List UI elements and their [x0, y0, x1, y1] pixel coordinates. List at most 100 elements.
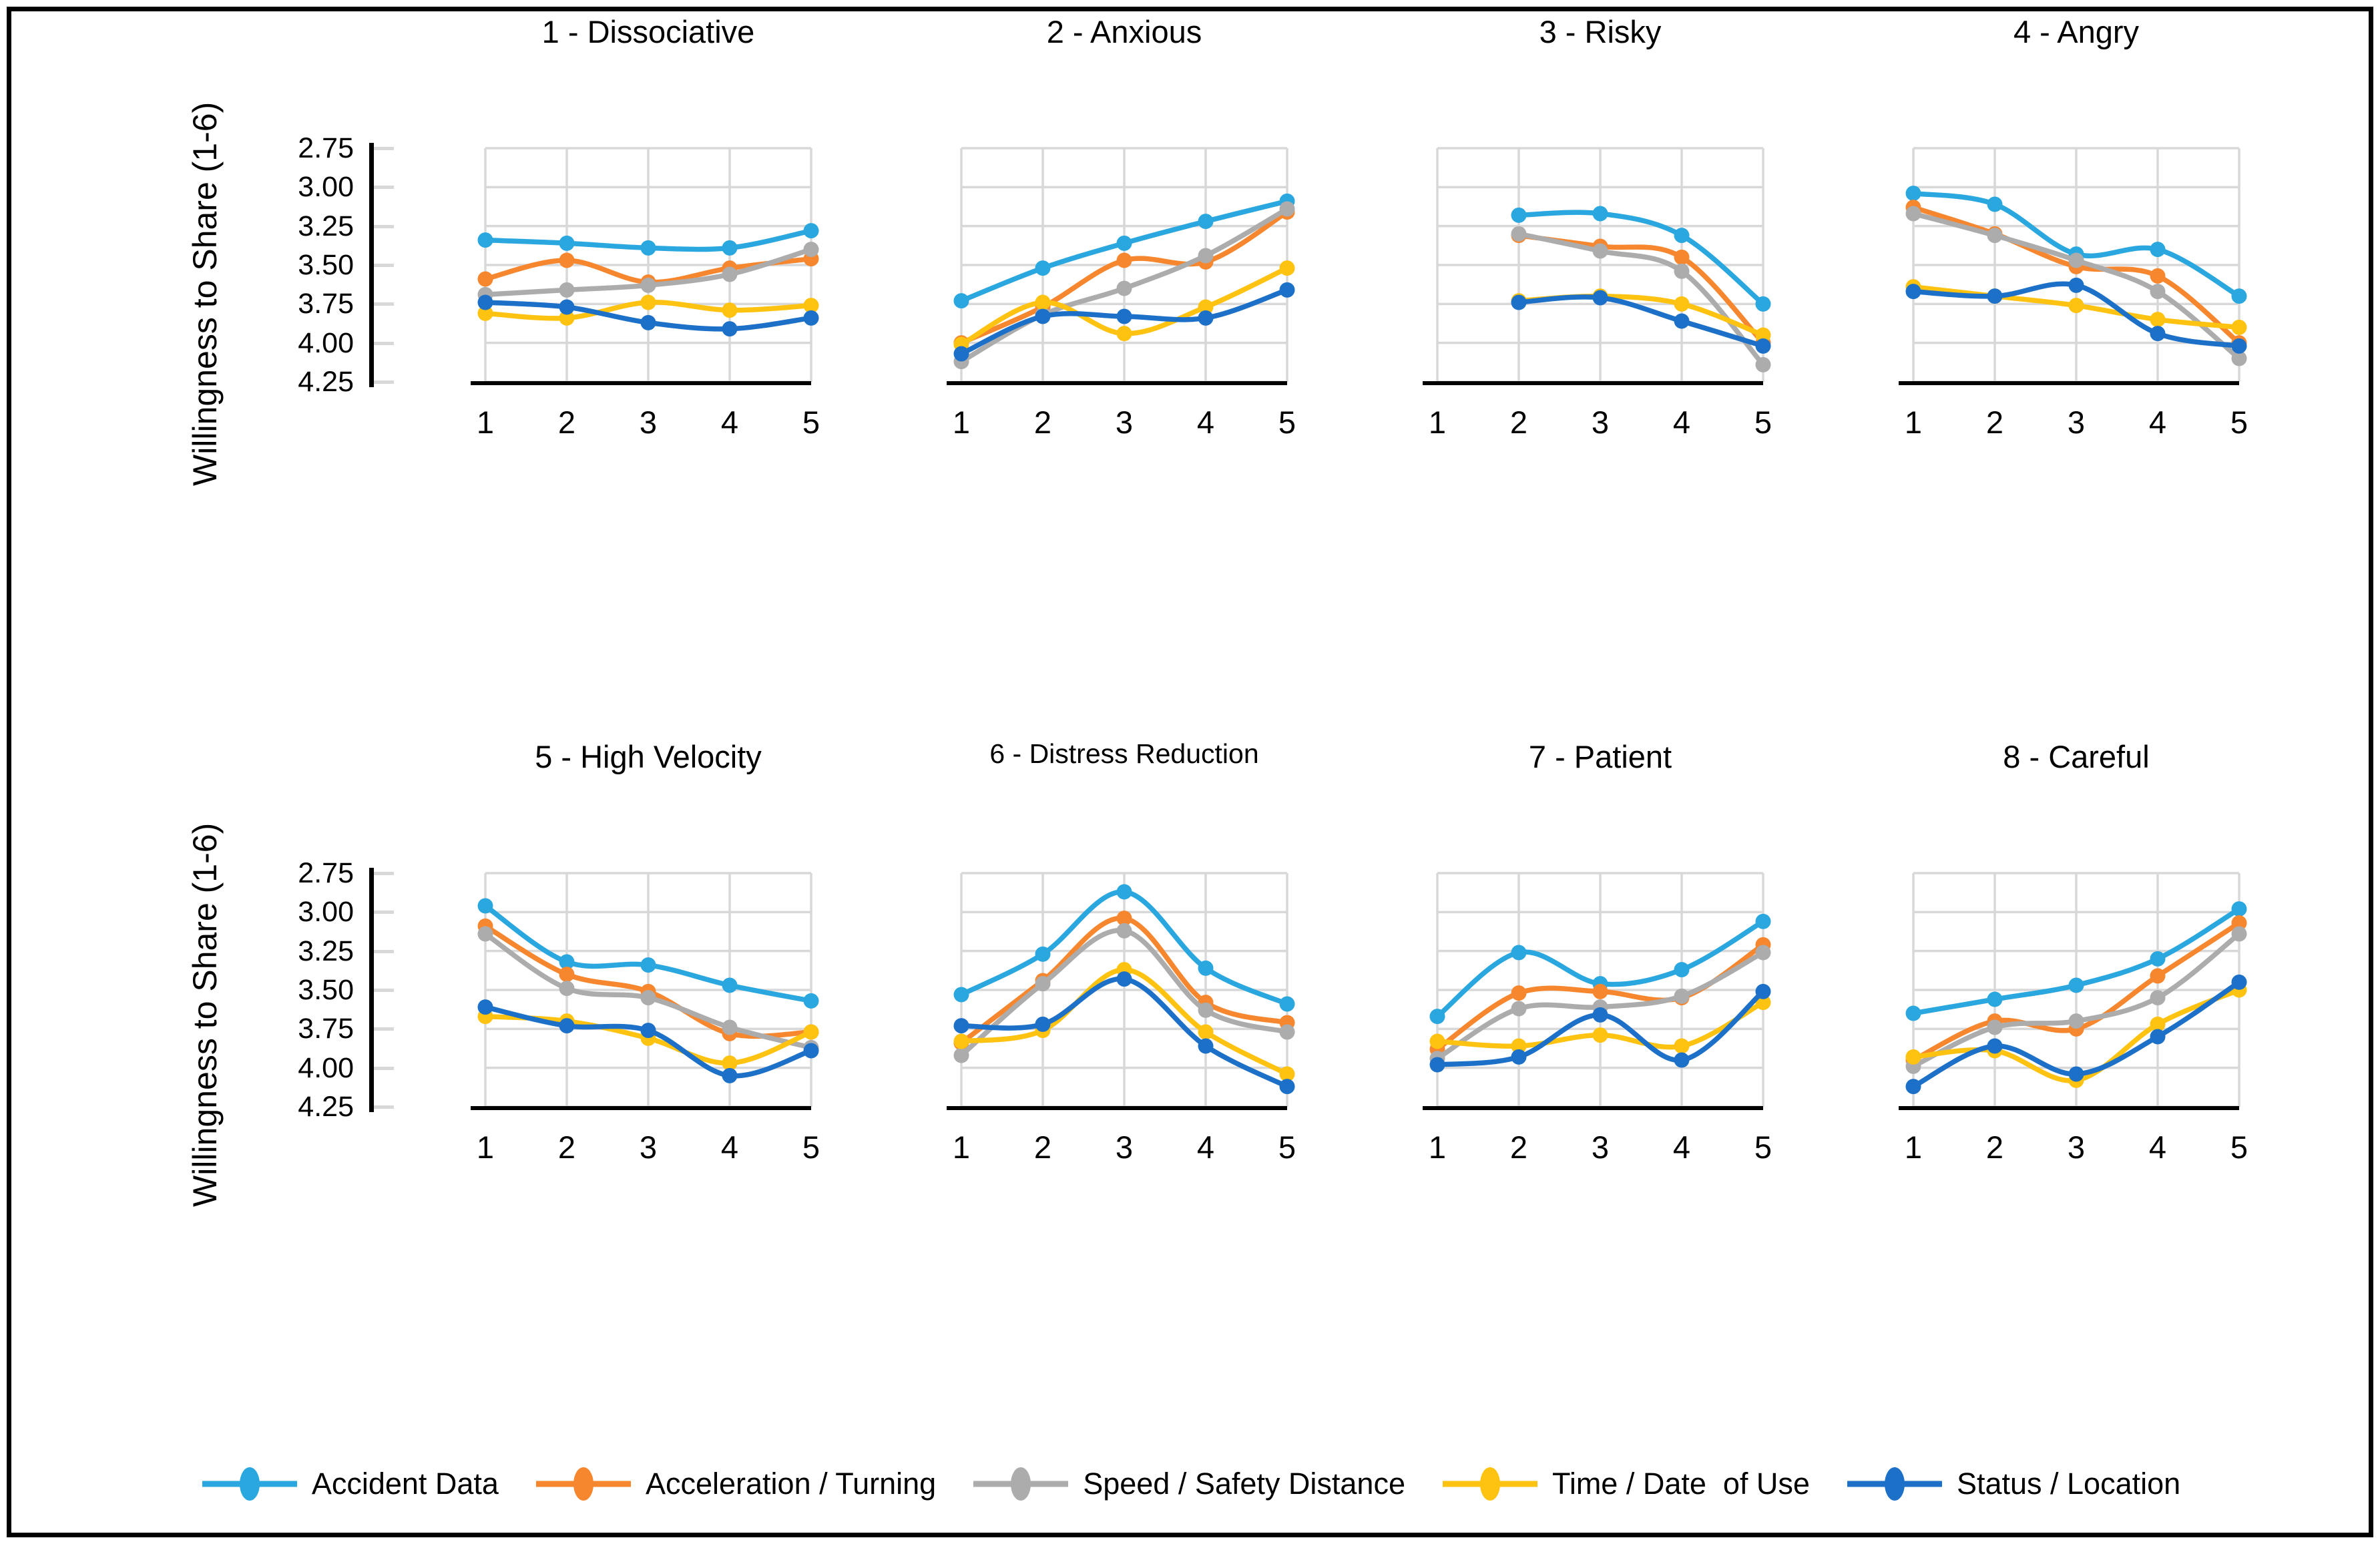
data-point-marker: [2150, 326, 2166, 342]
x-tick-label: 5: [1754, 1129, 1772, 1165]
data-point-marker: [1987, 1019, 2003, 1035]
data-point-marker: [1592, 1007, 1608, 1023]
panel-chart: [1423, 147, 1771, 385]
x-tick-label: 1: [476, 405, 495, 440]
panel-plot: [947, 147, 1295, 385]
data-point-marker: [640, 957, 656, 973]
data-point-marker: [2068, 1013, 2084, 1029]
panel-chart: [1899, 872, 2247, 1110]
data-point-marker: [2150, 1029, 2166, 1045]
x-axis-labels: 1 2 3 4 5: [953, 404, 1296, 444]
y-tick-label: 4.25: [298, 1091, 354, 1123]
panel-title: 4 - Angry: [2013, 14, 2140, 49]
data-point-marker: [1511, 985, 1527, 1001]
panel-6-distress-reduction: 6 - Distress Reduction 1 2 3 4 5: [947, 738, 1296, 1199]
data-point-marker: [1755, 983, 1771, 999]
data-point-marker: [559, 310, 575, 326]
y-axis-row1: 2.75 3.00 3.25 3.50 3.75 4.00 4.25: [254, 133, 394, 397]
data-point-marker: [1279, 260, 1295, 276]
data-point-marker: [1035, 260, 1051, 276]
data-point-marker: [2068, 298, 2084, 314]
data-point-marker: [1511, 945, 1527, 961]
y-tick-mark: [374, 949, 394, 953]
data-point-marker: [1755, 356, 1771, 372]
y-tick-label: 3.50: [298, 249, 354, 281]
x-tick-label: 2: [1985, 1129, 2004, 1165]
data-point-marker: [1116, 923, 1132, 939]
data-point-marker: [477, 999, 493, 1015]
x-tick-label: 5: [2230, 405, 2248, 440]
y-axis-line: [369, 143, 374, 387]
data-point-marker: [1279, 1024, 1295, 1040]
legend-label: Accident Data: [311, 1467, 499, 1501]
legend-item: Status / Location: [1845, 1463, 2180, 1505]
panel-8-careful: 8 - Careful 1 2 3 4 5: [1899, 738, 2248, 1199]
data-point-marker: [1279, 996, 1295, 1012]
data-point-marker: [1198, 1002, 1214, 1018]
data-point-marker: [1905, 1049, 1921, 1065]
data-point-marker: [1755, 327, 1771, 343]
y-tick-mark: [374, 186, 394, 190]
legend-label: Status / Location: [1956, 1467, 2181, 1501]
y-tick-mark: [374, 1105, 394, 1109]
x-tick-label: 2: [1509, 405, 1528, 440]
x-tick-label: 5: [2230, 1129, 2248, 1165]
y-tick-label: 3.25: [298, 210, 354, 242]
y-tick-mark: [374, 380, 394, 384]
data-point-marker: [803, 1043, 819, 1059]
y-tick-mark: [374, 264, 394, 267]
data-point-marker: [2150, 312, 2166, 328]
data-point-marker: [559, 967, 575, 983]
legend-marker-icon: [202, 1467, 297, 1501]
y-tick-label: 3.75: [298, 288, 354, 320]
panel-7-patient: 7 - Patient 1 2 3 4 5: [1423, 738, 1772, 1199]
y-axis-line: [369, 868, 374, 1112]
panel-chart: [1899, 147, 2247, 385]
data-point-marker: [1116, 884, 1132, 900]
panel-title: 7 - Patient: [1528, 739, 1672, 774]
data-point-marker: [1905, 284, 1921, 300]
data-point-marker: [1511, 1049, 1527, 1065]
x-tick-label: 4: [720, 405, 739, 440]
series-line: [1516, 294, 1766, 349]
data-point-marker: [1198, 214, 1214, 230]
panel-title: 8 - Careful: [2003, 739, 2150, 774]
data-point-marker: [2231, 338, 2247, 354]
x-tick-label: 5: [802, 1129, 820, 1165]
data-point-marker: [953, 1033, 969, 1049]
x-tick-label: 2: [1033, 405, 1052, 440]
x-tick-label: 1: [952, 1129, 971, 1165]
x-tick-label: 1: [1428, 405, 1447, 440]
x-axis-labels: 1 2 3 4 5: [1905, 1129, 2248, 1169]
legend-item: Accident Data: [200, 1463, 499, 1505]
x-tick-label: 5: [1754, 405, 1772, 440]
x-tick-label: 3: [639, 405, 658, 440]
panel-plot: [471, 872, 819, 1110]
data-point-marker: [477, 898, 493, 914]
data-point-marker: [1198, 1038, 1214, 1054]
legend-marker-icon: [973, 1467, 1069, 1501]
data-point-marker: [1511, 207, 1527, 223]
panel-plot: [1899, 147, 2247, 385]
panel-chart: [947, 147, 1295, 385]
data-point-marker: [1592, 243, 1608, 259]
panel-5-high-velocity: 5 - High Velocity 1 2 3 4 5: [471, 738, 820, 1199]
data-point-marker: [1035, 294, 1051, 310]
x-tick-label: 1: [952, 405, 971, 440]
panel-plot: [947, 872, 1295, 1110]
data-point-marker: [1592, 1027, 1608, 1043]
data-point-marker: [722, 1055, 738, 1071]
x-tick-label: 3: [2067, 1129, 2086, 1165]
y-tick-label: 3.00: [298, 896, 354, 929]
y-tick-mark: [374, 341, 394, 345]
data-point-marker: [2231, 915, 2247, 931]
data-point-marker: [1755, 338, 1771, 354]
data-point-marker: [722, 302, 738, 318]
data-point-marker: [1905, 1079, 1921, 1095]
x-tick-label: 4: [1672, 1129, 1691, 1165]
data-point-marker: [559, 981, 575, 997]
x-axis-labels: 1 2 3 4 5: [477, 404, 820, 444]
data-point-marker: [1987, 228, 2003, 244]
data-point-marker: [1198, 299, 1214, 315]
x-tick-label: 1: [1904, 1129, 1923, 1165]
